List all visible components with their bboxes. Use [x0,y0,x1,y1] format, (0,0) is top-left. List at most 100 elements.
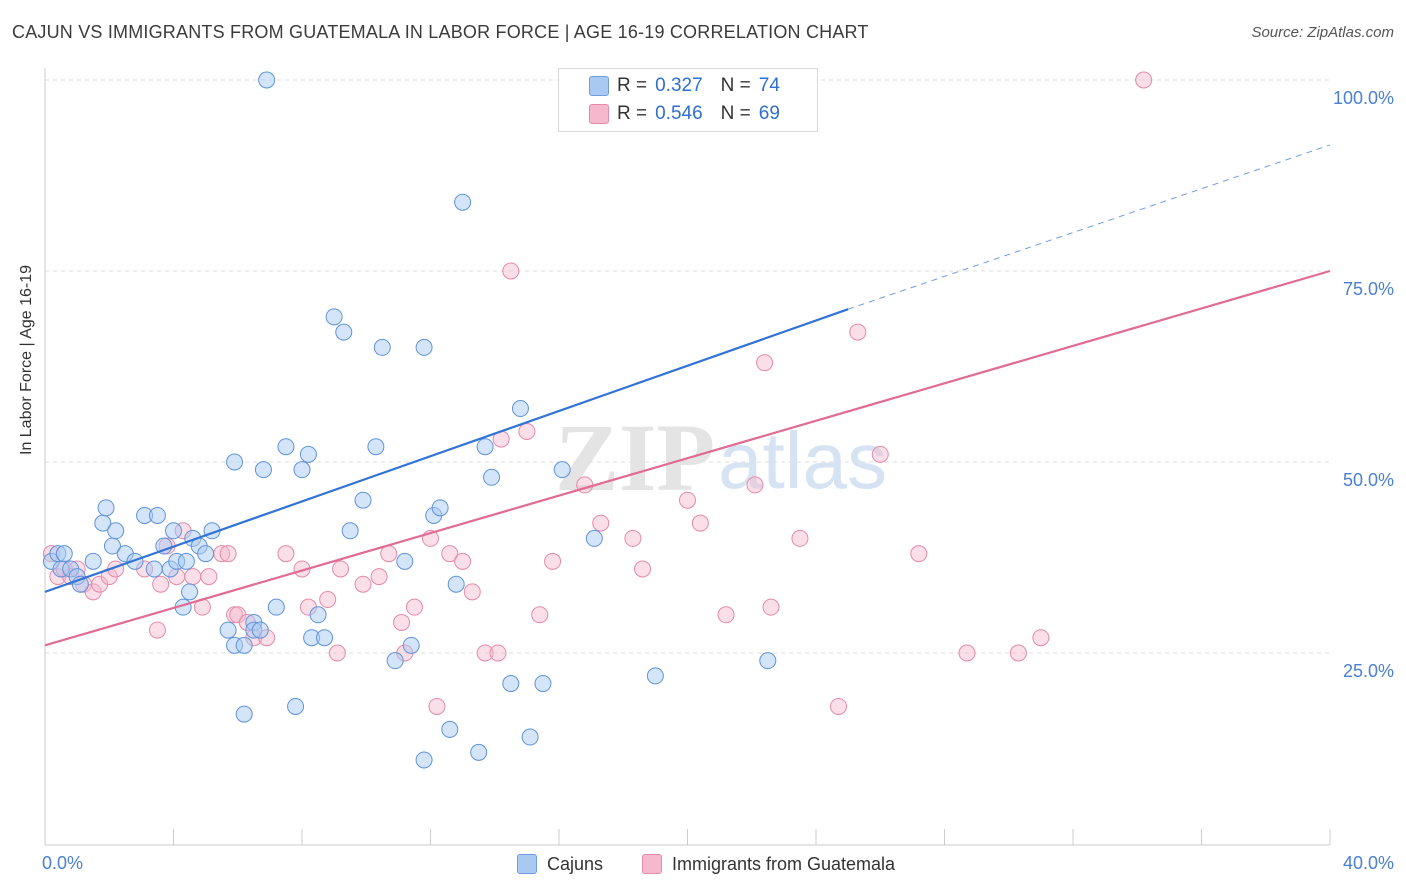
r-value: 0.327 [655,75,703,96]
data-point-cajuns [396,552,414,570]
n-value: 74 [758,75,780,96]
series-legend: Cajuns Immigrants from Guatemala [0,850,1406,878]
data-point-cajuns [470,743,488,761]
data-point-guatemala [354,575,372,593]
data-point-guatemala [1032,629,1050,647]
data-point-guatemala [518,422,536,440]
data-point-cajuns [293,461,311,479]
legend-item-cajuns[interactable]: Cajuns [517,850,603,878]
data-point-cajuns [309,606,327,624]
data-point-cajuns [585,529,603,547]
watermark-atlas: atlas [718,416,887,505]
data-point-guatemala [592,514,610,532]
data-point-cajuns [386,652,404,670]
data-point-guatemala [717,606,735,624]
trend-line-cajuns-extension [847,144,1331,310]
series-guatemala-points [42,71,1153,715]
data-point-guatemala [849,323,867,341]
data-point-guatemala [454,552,472,570]
data-point-cajuns [258,71,276,89]
data-point-cajuns [299,445,317,463]
data-point-guatemala [148,621,166,639]
data-point-cajuns [287,697,305,715]
r-label: R = [617,103,648,124]
data-point-guatemala [277,545,295,563]
data-point-cajuns [55,545,73,563]
data-point-guatemala [1009,644,1027,662]
stats-legend: R = 0.327 N = 74 R = 0.546 N = 69 [558,68,818,132]
data-point-cajuns [181,583,199,601]
y-tick-label: 50.0% [1343,470,1394,490]
data-point-guatemala [531,606,549,624]
data-point-cajuns [373,338,391,356]
data-point-cajuns [511,400,529,418]
data-point-guatemala [691,514,709,532]
data-point-guatemala [380,545,398,563]
data-point-cajuns [84,552,102,570]
n-label: N = [720,75,751,96]
trend-lines [44,144,1331,647]
data-point-cajuns [155,537,173,555]
data-point-guatemala [762,598,780,616]
data-point-cajuns [521,728,539,746]
data-point-guatemala [791,529,809,547]
data-point-cajuns [415,751,433,769]
data-point-guatemala [489,644,507,662]
data-point-guatemala [746,476,764,494]
data-point-cajuns [646,667,664,685]
data-point-guatemala [1135,71,1153,89]
source-label: Source: ZipAtlas.com [1251,24,1394,41]
data-point-guatemala [871,445,889,463]
data-point-cajuns [165,522,182,540]
data-point-cajuns [341,522,359,540]
data-point-guatemala [624,529,642,547]
axes [44,68,1331,846]
data-point-cajuns [145,560,163,578]
watermark: ZIP atlas [555,404,887,511]
data-point-cajuns [447,575,465,593]
legend-label-cajuns: Cajuns [547,853,604,874]
tick-labels: 25.0% 50.0% 75.0% 100.0% 0.0% 40.0% [42,88,1394,873]
data-point-guatemala [219,545,237,563]
legend-item-guatemala[interactable]: Immigrants from Guatemala [642,850,895,878]
data-point-cajuns [254,461,272,479]
data-point-cajuns [441,720,459,738]
data-point-guatemala [405,598,423,616]
y-axis-label: In Labor Force | Age 16-19 [18,264,35,455]
trend-line-guatemala [44,269,1331,647]
data-point-cajuns [235,705,253,723]
data-point-guatemala [679,491,696,509]
x-tick-label: 0.0% [42,853,83,873]
data-point-guatemala [544,552,562,570]
chart-title: CAJUN VS IMMIGRANTS FROM GUATEMALA IN LA… [12,22,869,42]
data-point-cajuns [476,438,494,456]
stats-row-cajuns: R = 0.327 N = 74 [589,73,780,99]
r-value: 0.546 [655,103,703,124]
data-point-guatemala [328,644,346,662]
data-point-guatemala [184,568,202,586]
data-point-cajuns [197,545,215,563]
legend-label-guatemala: Immigrants from Guatemala [672,853,896,874]
stats-row-guatemala: R = 0.546 N = 69 [589,101,780,127]
data-point-guatemala [958,644,976,662]
data-point-guatemala [319,591,337,609]
trend-line-cajuns [44,308,849,593]
data-point-guatemala [332,560,350,578]
data-point-guatemala [370,568,388,586]
data-point-cajuns [97,499,115,517]
data-point-cajuns [219,621,237,639]
data-point-cajuns [483,468,501,486]
data-point-cajuns [277,438,295,456]
data-point-guatemala [441,545,459,563]
data-point-guatemala [502,262,520,280]
data-point-cajuns [107,522,125,540]
r-label: R = [617,75,648,96]
data-point-guatemala [393,613,411,631]
y-tick-label: 75.0% [1343,279,1394,299]
legend-swatch-blue [517,854,537,874]
data-point-guatemala [829,697,847,715]
data-point-guatemala [634,560,652,578]
x-tick-label: 40.0% [1343,853,1394,873]
data-point-guatemala [200,568,218,586]
